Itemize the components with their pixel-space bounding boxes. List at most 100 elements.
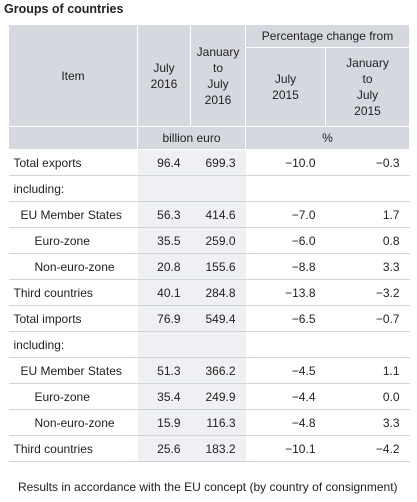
- table-row: including:: [8, 175, 410, 202]
- value-cell: 183.2: [190, 435, 246, 462]
- row-label: including:: [8, 331, 138, 358]
- table-row: Non-euro-zone 15.9 116.3 −4.8 3.3: [8, 409, 410, 436]
- table-row: EU Member States 56.3 414.6 −7.0 1.7: [8, 201, 410, 228]
- value-cell: 1.7: [325, 201, 410, 228]
- value-cell: −10.0: [245, 149, 326, 176]
- header-line: to: [362, 72, 373, 86]
- row-label: including:: [8, 175, 138, 202]
- value-cell: −10.1: [245, 435, 326, 462]
- value-cell: −3.2: [325, 279, 410, 306]
- value-cell: [137, 331, 191, 358]
- row-label: Non-euro-zone: [8, 253, 138, 280]
- row-label: EU Member States: [8, 357, 138, 384]
- value-cell: 414.6: [190, 201, 246, 228]
- value-cell: 249.9: [190, 383, 246, 410]
- value-cell: 366.2: [190, 357, 246, 384]
- header-cell: January to July 2016: [190, 24, 246, 127]
- data-table: Item July 2016 January to July 2016 Percentage …: [8, 24, 411, 462]
- header-line: January: [196, 44, 240, 59]
- header-cell: July 2016: [137, 24, 191, 127]
- value-cell: 56.3: [137, 201, 191, 228]
- value-cell: −6.5: [245, 305, 326, 332]
- header-cell: [8, 126, 138, 150]
- row-label: Non-euro-zone: [8, 409, 138, 436]
- value-cell: [245, 331, 326, 358]
- table-header: Item July 2016 January to July 2016 Percentage …: [8, 24, 411, 150]
- value-cell: −7.0: [245, 201, 326, 228]
- header-cell: %: [244, 126, 411, 150]
- value-cell: −8.8: [245, 253, 326, 280]
- row-label: Euro-zone: [8, 383, 138, 410]
- value-cell: −4.8: [245, 409, 326, 436]
- value-cell: 15.9: [137, 409, 191, 436]
- value-cell: 116.3: [190, 409, 246, 436]
- row-label: Total exports: [8, 149, 138, 176]
- value-cell: 0.0: [325, 383, 410, 410]
- header-cell: Item: [8, 24, 138, 127]
- table-row: Euro-zone 35.4 249.9 −4.4 0.0: [8, 383, 410, 410]
- table-row: Non-euro-zone 20.8 155.6 −8.8 3.3: [8, 253, 410, 280]
- row-label: Euro-zone: [8, 227, 138, 254]
- table-row: EU Member States 51.3 366.2 −4.5 1.1: [8, 357, 410, 384]
- header-line: 2015: [272, 88, 299, 102]
- table-title: Groups of countries: [4, 2, 124, 16]
- value-cell: [245, 175, 326, 202]
- value-cell: −4.4: [245, 383, 326, 410]
- value-cell: −4.2: [325, 435, 410, 462]
- value-cell: 549.4: [190, 305, 246, 332]
- value-cell: −6.0: [245, 227, 326, 254]
- value-cell: −0.7: [325, 305, 410, 332]
- table-row: Euro-zone 35.5 259.0 −6.0 0.8: [8, 227, 410, 254]
- value-cell: 155.6: [190, 253, 246, 280]
- header-line: July: [274, 72, 297, 86]
- header-line: January: [346, 56, 389, 70]
- value-cell: 96.4: [137, 149, 191, 176]
- row-label: Third countries: [8, 435, 138, 462]
- value-cell: 76.9: [137, 305, 191, 332]
- header-line: 2016: [204, 92, 232, 107]
- row-label: Total imports: [8, 305, 138, 332]
- value-cell: 284.8: [190, 279, 246, 306]
- value-cell: 35.4: [137, 383, 191, 410]
- value-cell: −0.3: [325, 149, 410, 176]
- value-cell: 51.3: [137, 357, 191, 384]
- header-line: July: [153, 60, 175, 75]
- row-label: EU Member States: [8, 201, 138, 228]
- header-line: to: [212, 60, 223, 75]
- value-cell: [325, 331, 410, 358]
- table-row: Total exports 96.4 699.3 −10.0 −0.3: [8, 149, 410, 176]
- table-row: Third countries 40.1 284.8 −13.8 −3.2: [8, 279, 410, 306]
- value-cell: 259.0: [190, 227, 246, 254]
- header-cell: January to July 2015: [324, 47, 411, 127]
- value-cell: 3.3: [325, 253, 410, 280]
- value-cell: 699.3: [190, 149, 246, 176]
- header-row: July 2015 January to July 2015: [9, 47, 411, 127]
- value-cell: [190, 331, 246, 358]
- value-cell: 40.1: [137, 279, 191, 306]
- value-cell: [137, 175, 191, 202]
- header-line: 2015: [354, 104, 381, 118]
- header-cell: Percentage change from: [244, 24, 411, 48]
- footnote: Results in accordance with the EU concep…: [18, 480, 398, 494]
- value-cell: 1.1: [325, 357, 410, 384]
- header-line: 2016: [150, 76, 178, 91]
- value-cell: 0.8: [325, 227, 410, 254]
- header-line: July: [356, 88, 379, 102]
- row-label: Third countries: [8, 279, 138, 306]
- value-cell: 3.3: [325, 409, 410, 436]
- value-cell: −13.8: [245, 279, 326, 306]
- table-row: including:: [8, 331, 410, 358]
- header-row: billion euro%: [8, 126, 411, 150]
- header-cell: July 2015: [245, 47, 326, 127]
- header-row: Item July 2016 January to July 2016 Percentage …: [8, 24, 411, 127]
- value-cell: 25.6: [137, 435, 191, 462]
- header-line: July: [207, 76, 229, 91]
- value-cell: [325, 175, 410, 202]
- value-cell: −4.5: [245, 357, 326, 384]
- value-cell: 20.8: [137, 253, 191, 280]
- value-cell: 35.5: [137, 227, 191, 254]
- table-body: Total exports 96.4 699.3 −10.0 −0.3 including…: [8, 149, 410, 462]
- table-row: Total imports 76.9 549.4 −6.5 −0.7: [8, 305, 410, 332]
- value-cell: [190, 175, 246, 202]
- table-row: Third countries 25.6 183.2 −10.1 −4.2: [8, 435, 410, 462]
